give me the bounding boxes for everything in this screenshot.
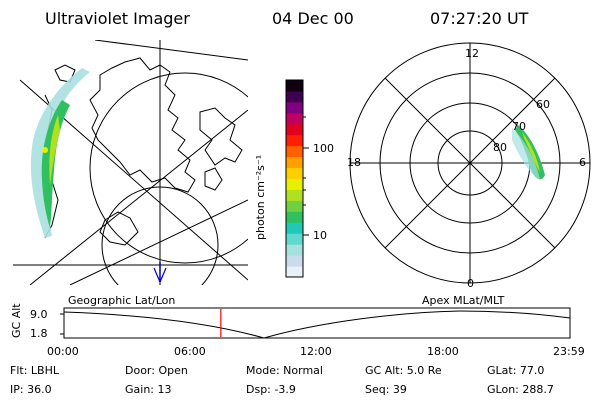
colorbar-segment — [286, 233, 303, 245]
colorbar-tick-100: 100 — [313, 142, 334, 155]
lon-line — [29, 109, 248, 285]
timeline-xtick: 06:00 — [174, 345, 206, 358]
date-label: 04 Dec 00 — [272, 9, 354, 28]
altitude-curve — [63, 310, 571, 339]
gc-alt-info: GC Alt: 5.0 Re — [365, 364, 442, 377]
coastline — [199, 107, 243, 166]
gain-info: Gain: 13 — [125, 383, 172, 396]
colorbar-segment — [286, 266, 303, 278]
colorbar-segment — [286, 134, 303, 147]
colorbar-segment — [286, 167, 303, 179]
glon-info: GLon: 288.7 — [487, 383, 554, 396]
glat-info: GLat: 77.0 — [487, 364, 545, 377]
colorbar-segment — [286, 200, 303, 212]
colorbar-segment — [286, 112, 303, 125]
colorbar-segment — [286, 101, 303, 114]
timeline-xtick: 23:59 — [553, 345, 585, 358]
coastline — [89, 57, 196, 193]
mode-info: Mode: Normal — [246, 364, 323, 377]
timeline-ytick-bottom: 1.8 — [30, 327, 48, 340]
timeline-axis-label: GC Alt — [10, 303, 23, 338]
lon-line — [69, 199, 248, 285]
timeline-frame — [63, 307, 571, 339]
timeline-xtick: 00:00 — [47, 345, 79, 358]
coastline — [99, 211, 139, 246]
colorbar-ticks — [303, 116, 309, 236]
colorbar-tick-10: 10 — [313, 229, 327, 242]
mlt-label-6: 6 — [579, 156, 586, 169]
colorbar-segment — [286, 156, 303, 169]
mlat-label-80: 80 — [493, 141, 507, 154]
mlat-label-70: 70 — [512, 120, 526, 133]
auroral-oval-right — [512, 125, 545, 180]
colorbar-unit-label: photon cm⁻²s⁻¹ — [254, 154, 267, 240]
colorbar-segment — [286, 178, 303, 190]
timeline-xtick: 12:00 — [300, 345, 332, 358]
ip-info: IP: 36.0 — [10, 383, 52, 396]
seq-info: Seq: 39 — [365, 383, 407, 396]
lat-circle — [89, 72, 248, 264]
filter-info: Flt: LBHL — [10, 364, 59, 377]
dsp-info: Dsp: -3.9 — [246, 383, 296, 396]
polar-grid — [349, 42, 591, 284]
right-map-label: Apex MLat/MLT — [422, 294, 505, 307]
pointer-line — [153, 267, 161, 283]
colorbar-segment — [286, 211, 303, 223]
pointer-line — [159, 267, 167, 283]
timeline-xtick: 18:00 — [427, 345, 459, 358]
colorbar-segment — [286, 244, 303, 256]
timeline-ytick-top: 9.0 — [30, 308, 48, 321]
colorbar — [285, 79, 304, 278]
door-info: Door: Open — [125, 364, 188, 377]
colorbar-segment — [286, 145, 303, 158]
instrument-title: Ultraviolet Imager — [45, 9, 190, 28]
polar-spoke — [384, 77, 556, 249]
lon-line — [94, 40, 248, 61]
mlt-label-0: 0 — [467, 277, 474, 290]
left-map-label: Geographic Lat/Lon — [68, 294, 176, 307]
coastline — [204, 167, 223, 191]
mlt-label-12: 12 — [465, 47, 479, 60]
colorbar-segment — [286, 222, 303, 234]
colorbar-segment — [286, 255, 303, 267]
colorbar-segment — [286, 123, 303, 136]
time-label: 07:27:20 UT — [430, 9, 529, 28]
colorbar-segment — [286, 189, 303, 201]
mlt-label-18: 18 — [347, 156, 361, 169]
colorbar-segment — [286, 90, 303, 103]
colorbar-segment — [286, 80, 303, 92]
auroral-oval-left — [30, 68, 91, 238]
mlat-label-60: 60 — [536, 98, 550, 111]
